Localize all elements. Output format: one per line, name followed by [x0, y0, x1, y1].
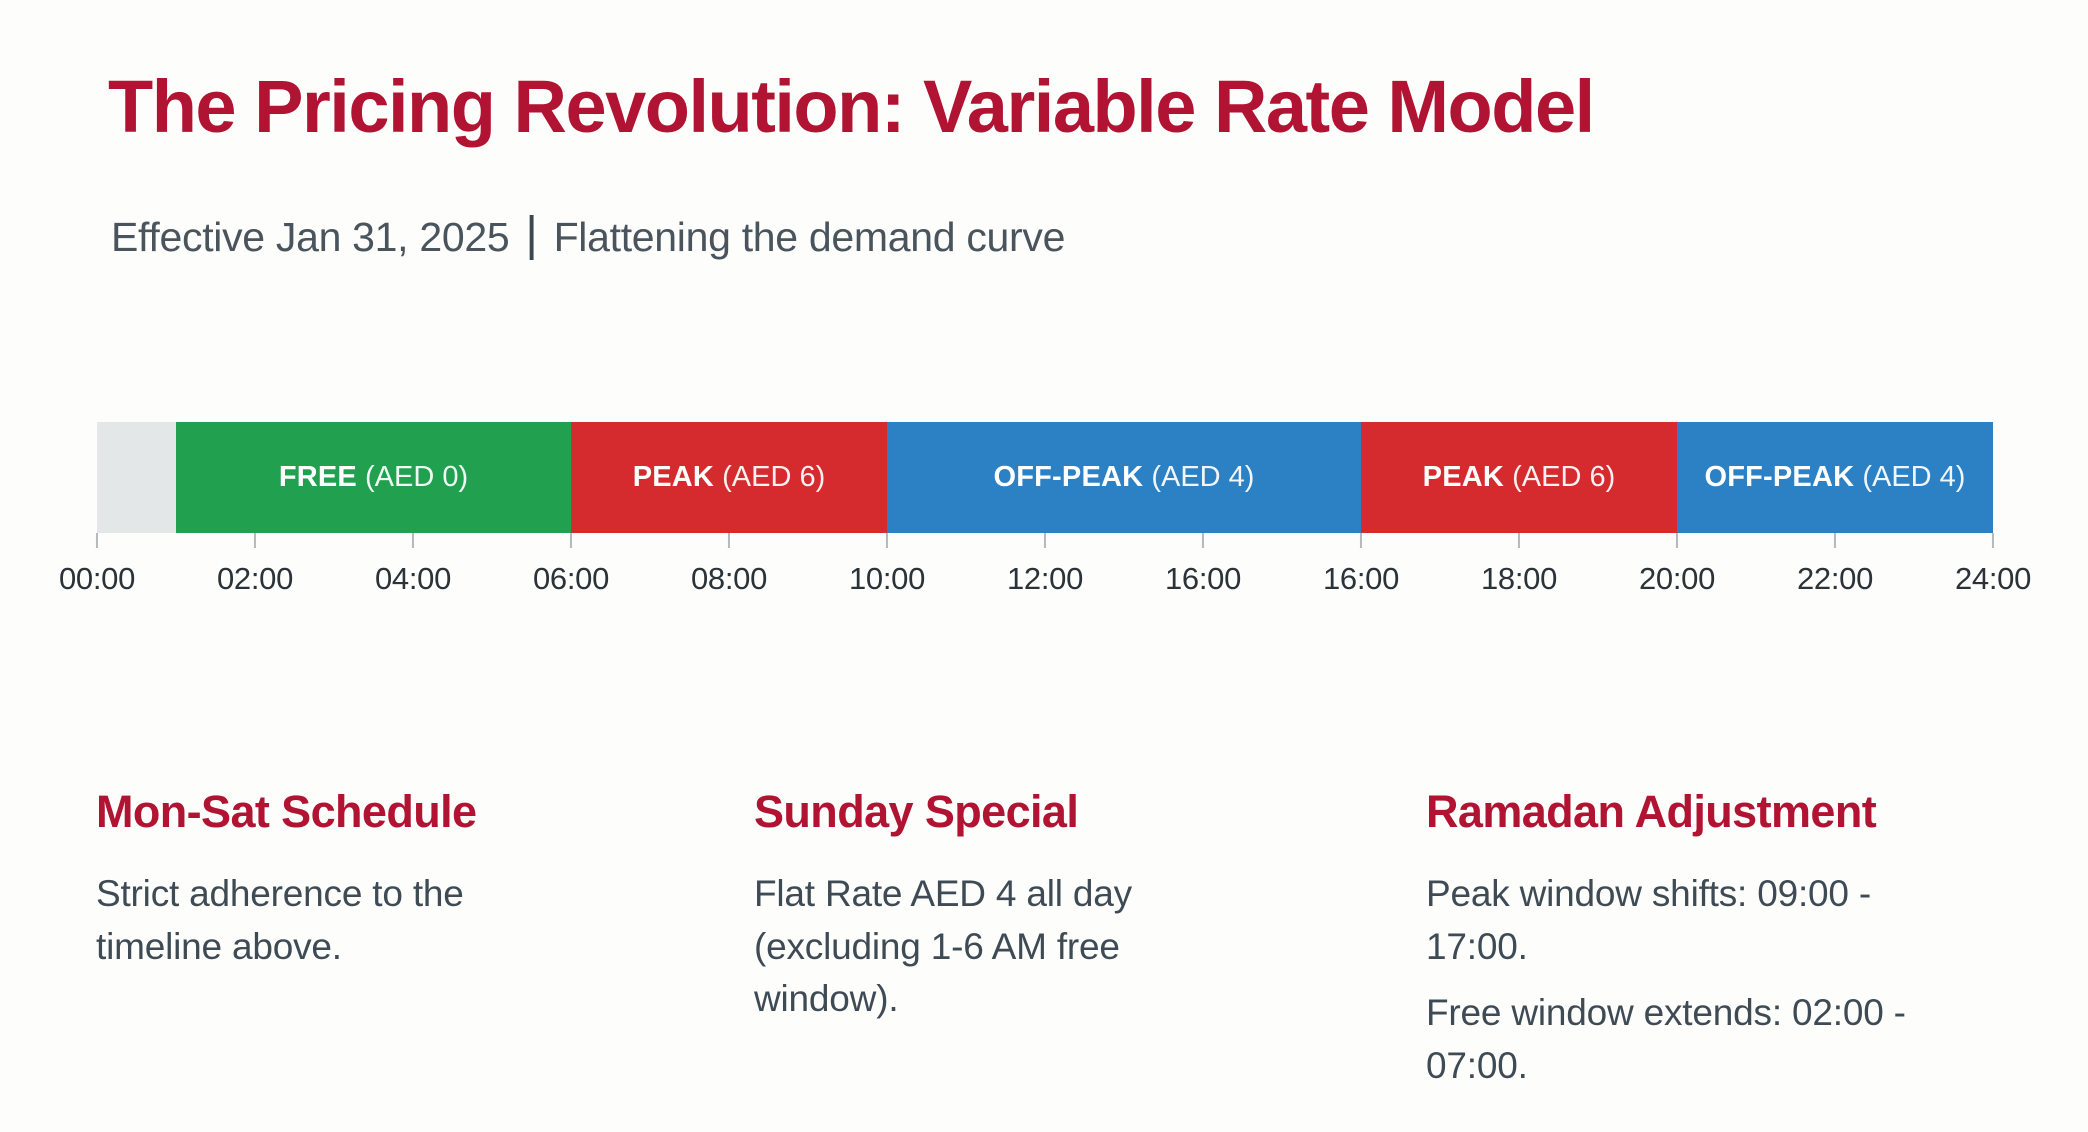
tick-mark — [1517, 533, 1520, 548]
tick-label: 16:00 — [1322, 561, 1400, 596]
tick-label: 22:00 — [1796, 561, 1874, 596]
segment-label: FREE — [278, 461, 357, 493]
segment-rate: (AED 4) — [1854, 461, 1966, 493]
axis-tick: 00:00 — [59, 533, 135, 597]
segment-label: PEAK — [632, 461, 715, 493]
card-text: Strict adherence to the timeline above. — [96, 873, 464, 967]
time-axis: 00:00 02:00 04:00 06:00 08:00 10:00 12:00 16:00… — [59, 533, 2031, 623]
rate-segment-peak: PEAK (AED 6) — [1360, 422, 1677, 533]
axis-tick: 06:00 — [533, 533, 609, 597]
axis-tick: 04:00 — [375, 533, 451, 597]
tick-label: 10:00 — [848, 561, 926, 596]
subtitle-tagline: Flattening the demand curve — [553, 214, 1066, 260]
axis-tick: 18:00 — [1481, 533, 1557, 597]
card-heading: Mon-Sat Schedule — [96, 786, 477, 837]
tick-label: 12:00 — [1006, 561, 1084, 596]
tick-mark — [1359, 533, 1362, 548]
segment-label: PEAK — [1422, 461, 1505, 493]
page-subtitle: Effective Jan 31, 2025 | Flattening the … — [111, 208, 1066, 265]
segment-rate: (AED 4) — [1143, 461, 1255, 493]
card-text: Flat Rate AED 4 all day (excluding 1-6 A… — [754, 873, 1132, 1020]
segment-label: OFF-PEAK — [1704, 461, 1855, 493]
tick-mark — [411, 533, 414, 548]
card-heading: Sunday Special — [754, 786, 1079, 837]
rate-timeline-bar: FREE (AED 0) PEAK (AED 6) OFF-PEAK (AED 4)… — [97, 422, 1993, 533]
axis-tick: 24:00 — [1955, 533, 2031, 597]
segment-rate: (AED 0) — [356, 461, 469, 493]
tick-mark — [95, 533, 98, 548]
tick-mark — [885, 533, 888, 548]
segment-rate: (AED 6) — [1504, 461, 1616, 493]
tick-label: 24:00 — [1954, 561, 2032, 596]
axis-tick: 08:00 — [691, 533, 767, 597]
segment-rate: (AED 6) — [714, 461, 826, 493]
effective-date: Effective Jan 31, 2025 — [111, 214, 510, 260]
axis-tick: 02:00 — [217, 533, 293, 597]
rate-segment-off-peak: OFF-PEAK (AED 4) — [1676, 422, 1993, 533]
page-title: The Pricing Revolution: Variable Rate Mo… — [108, 65, 1595, 148]
note-card-ramadan: Ramadan Adjustment Peak window shifts: 0… — [1426, 786, 1982, 1092]
tick-label: 16:00 — [1164, 561, 1242, 596]
note-card-sunday: Sunday Special Flat Rate AED 4 all day (… — [754, 786, 1216, 1026]
card-heading: Ramadan Adjustment — [1426, 786, 1877, 837]
rate-segment-off-peak: OFF-PEAK (AED 4) — [886, 422, 1361, 533]
segment-label: OFF-PEAK — [993, 461, 1144, 493]
card-text: Peak window shifts: 09:00 - 17:00. — [1426, 873, 1871, 967]
rate-segment-idle — [97, 422, 176, 533]
tick-mark — [1201, 533, 1204, 548]
tick-label: 20:00 — [1638, 561, 1716, 596]
subtitle-separator: | — [525, 208, 538, 261]
rate-segment-free: FREE (AED 0) — [175, 422, 571, 533]
tick-label: 08:00 — [690, 561, 768, 596]
axis-tick: 16:00 — [1165, 533, 1241, 597]
note-card-mon-sat: Mon-Sat Schedule Strict adherence to the… — [96, 786, 548, 973]
rate-segment-peak: PEAK (AED 6) — [570, 422, 887, 533]
tick-mark — [1991, 533, 1994, 548]
card-text: Free window extends: 02:00 - 07:00. — [1426, 992, 1906, 1086]
axis-tick: 10:00 — [849, 533, 925, 597]
axis-tick: 16:00 — [1323, 533, 1399, 597]
tick-mark — [253, 533, 256, 548]
tick-mark — [727, 533, 730, 548]
tick-label: 02:00 — [216, 561, 294, 596]
tick-label: 04:00 — [374, 561, 452, 596]
tick-mark — [1833, 533, 1836, 548]
tick-mark — [1043, 533, 1046, 548]
tick-label: 06:00 — [532, 561, 610, 596]
tick-mark — [569, 533, 572, 548]
axis-tick: 20:00 — [1639, 533, 1715, 597]
tick-label: 00:00 — [58, 561, 136, 596]
axis-tick: 12:00 — [1007, 533, 1083, 597]
tick-label: 18:00 — [1480, 561, 1558, 596]
tick-mark — [1675, 533, 1678, 548]
axis-tick: 22:00 — [1797, 533, 1873, 597]
